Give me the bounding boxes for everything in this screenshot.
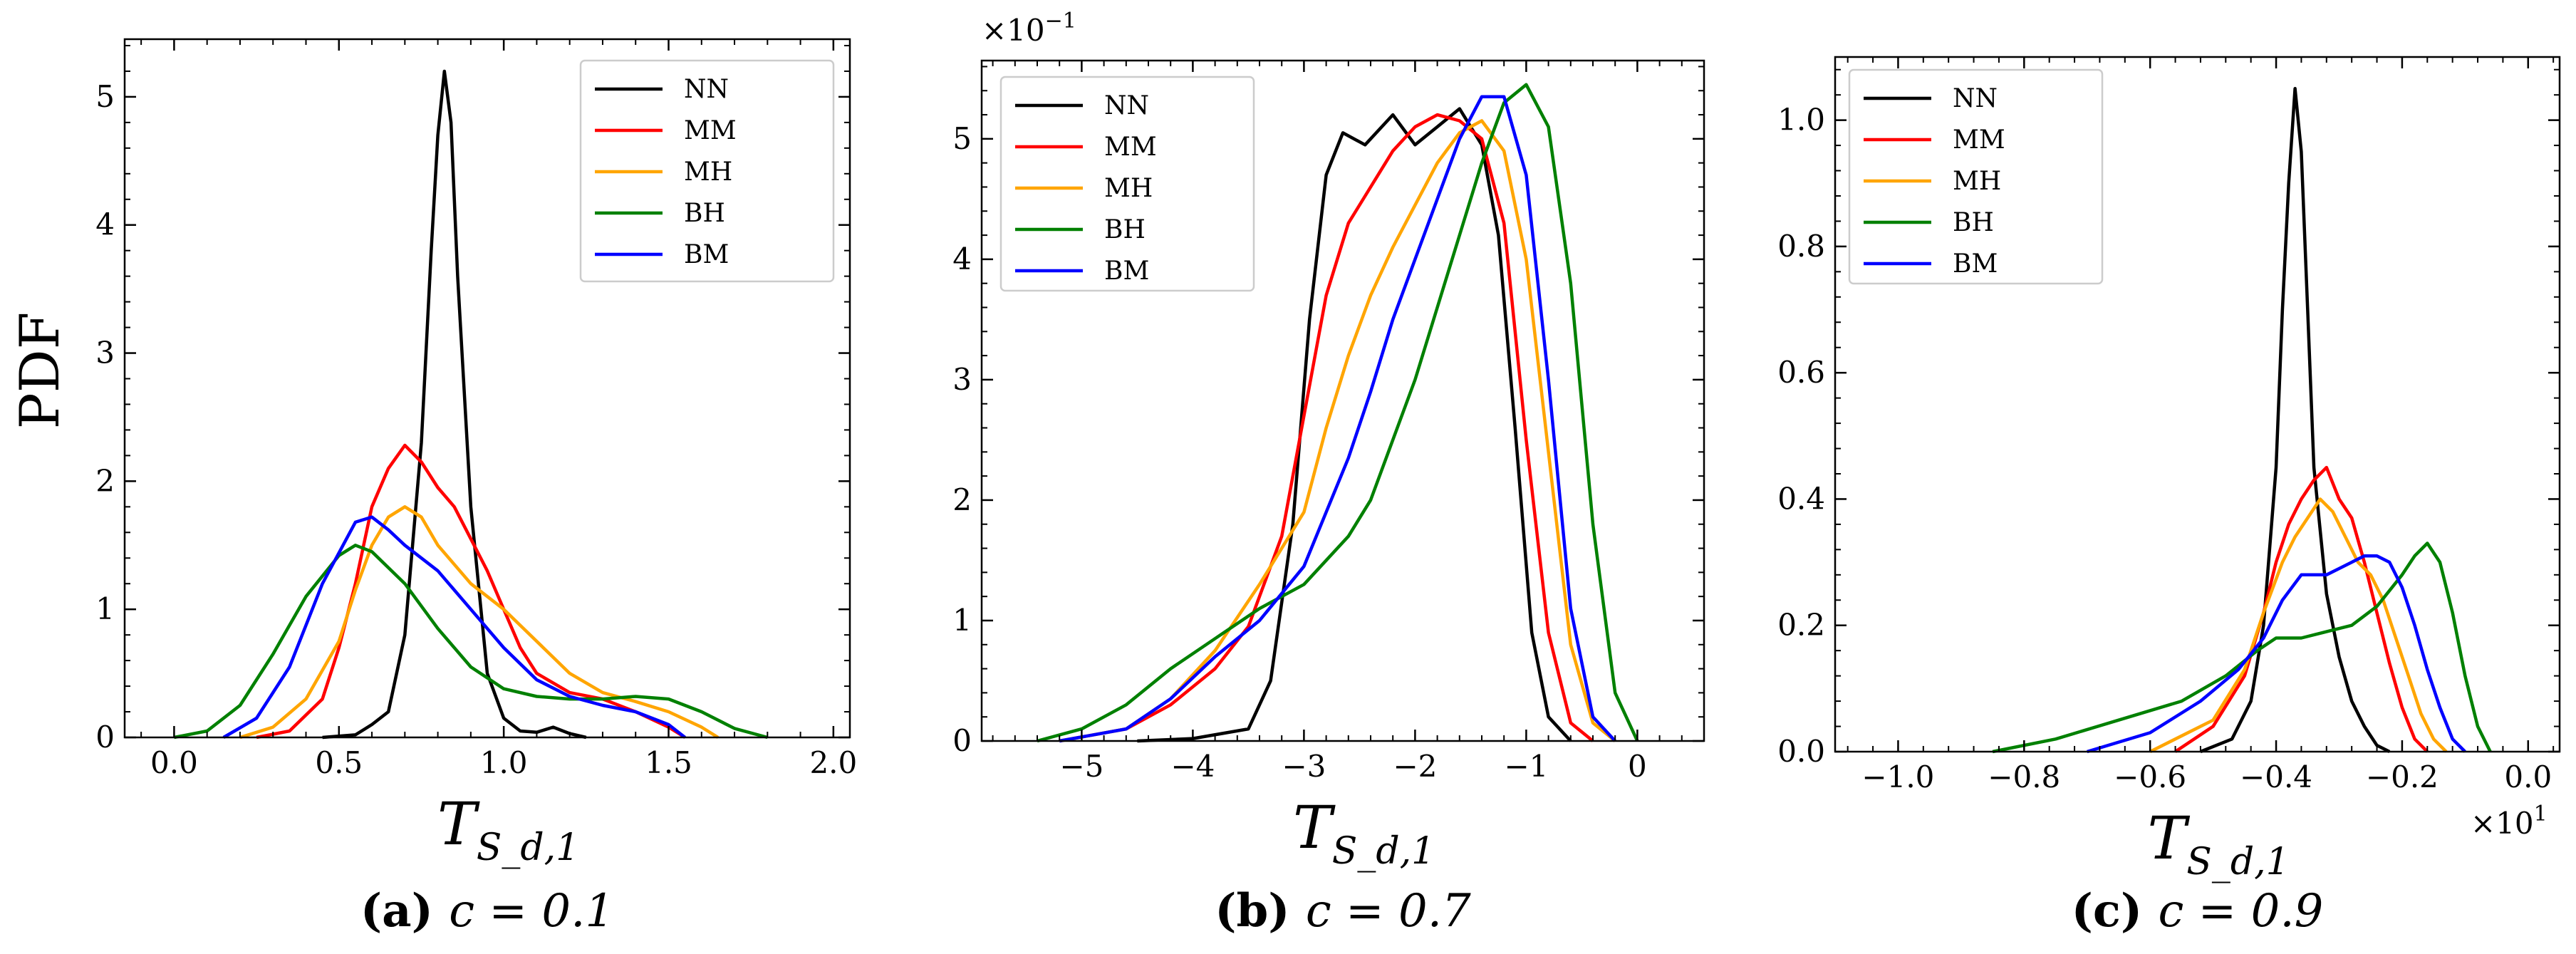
y-tick-label: 0 (95, 720, 115, 755)
legend-label-bh: BH (684, 199, 725, 228)
x-tick-label: 1.5 (645, 745, 692, 780)
series-line-bm (1059, 95, 1616, 743)
plot-frame (980, 59, 1705, 742)
series-line-nn (1137, 107, 1572, 743)
panel-caption: (b) c = 0.7 (1215, 884, 1471, 938)
series-line-nn (2200, 87, 2391, 754)
axis-multiplier-exp: −1 (1045, 9, 1076, 33)
axis-multiplier-exp: 1 (2534, 802, 2548, 826)
panel-caption-letter: (b) (1215, 884, 1306, 938)
plot-frame (1834, 56, 2561, 753)
x-axis-title: TS_d,1 (437, 791, 579, 869)
legend-label-nn: NN (1104, 91, 1149, 120)
y-tick-label: 4 (952, 242, 972, 276)
x-tick-label: −0.4 (2240, 759, 2312, 794)
legend-label-bm: BM (684, 240, 729, 269)
series-line-bh (1037, 83, 1639, 743)
x-tick-label: 0.0 (2504, 759, 2552, 794)
y-tick-label: 0.4 (1777, 481, 1825, 516)
x-tick-label: −0.8 (1988, 759, 2060, 794)
y-tick-label: 0.0 (1777, 734, 1825, 769)
x-axis-title-subscript: S_d,1 (477, 826, 580, 869)
legend-label-bh: BH (1104, 215, 1146, 244)
panel-caption-letter: (a) (360, 884, 449, 938)
panel-a: 0.0 0.5 1.0 1.5 2.0 0 1 2 3 4 5 TS_d,1 (a) c = 0.1 NN… (95, 38, 857, 938)
legend-label-mh: MH (1104, 174, 1153, 203)
x-tick-label: 2.0 (809, 745, 857, 780)
x-tick-label: −0.6 (2114, 759, 2186, 794)
y-tick-label: 2 (95, 463, 115, 498)
x-axis-title-subscript: S_d,1 (2186, 841, 2290, 883)
y-tick-label: 3 (95, 336, 115, 370)
series-line-mh (2149, 497, 2448, 754)
x-tick-label: −5 (1059, 749, 1103, 784)
x-tick-label: 0.5 (315, 745, 363, 780)
y-tick-label: 3 (952, 362, 972, 397)
legend-label-mm: MM (1953, 125, 2005, 155)
legend-label-nn: NN (1953, 84, 1998, 113)
x-axis-title-subscript: S_d,1 (1332, 830, 1435, 873)
x-tick-label: 0 (1628, 749, 1647, 784)
series-line-mm (2174, 465, 2429, 753)
series-line-bm (2087, 554, 2466, 754)
x-axis-title: TS_d,1 (2148, 805, 2290, 883)
series-line-bh (173, 544, 768, 740)
y-tick-label: 2 (952, 482, 972, 517)
panel-caption: (a) c = 0.1 (360, 884, 614, 938)
series-line-mh (239, 505, 720, 740)
legend-frame (999, 76, 1255, 292)
y-tick-label: 1.0 (1777, 103, 1825, 138)
x-tick-label: 1.0 (480, 745, 528, 780)
y-tick-label: 1 (952, 603, 972, 638)
legend-label-bm: BM (1104, 256, 1149, 286)
legend-label-mh: MH (1953, 167, 2001, 196)
series-line-mh (1059, 119, 1616, 743)
y-tick-label: 1 (95, 591, 115, 626)
y-tick-label: 0.2 (1777, 608, 1825, 643)
legend: NN MM MH BH BM (1848, 68, 2104, 285)
panel-caption-text: c = 0.7 (1306, 885, 1471, 938)
legend-label-mm: MM (1104, 133, 1157, 162)
axis-multiplier: ×10−1 (982, 9, 1076, 48)
axis-multiplier: ×101 (2471, 802, 2548, 841)
panel-b: −5 −4 −3 −2 −1 0 0 1 2 3 4 5 ×10−1 TS_d,1 (b) c = 0.7 N… (952, 9, 1705, 938)
panel-caption-text: c = 0.1 (449, 885, 614, 938)
x-tick-label: −1.0 (1861, 759, 1934, 794)
y-tick-label: 0.8 (1777, 229, 1825, 264)
y-tick-label: 5 (95, 79, 115, 114)
legend-label-bm: BM (1953, 249, 1998, 279)
panel-caption: (c) c = 0.9 (2072, 884, 2324, 938)
x-tick-label: −2 (1393, 749, 1437, 784)
y-axis-title: PDF (8, 312, 71, 430)
panel-caption-letter: (c) (2072, 884, 2159, 938)
x-tick-label: 0.0 (150, 745, 198, 780)
legend-frame (1848, 68, 2104, 285)
x-tick-label: −1 (1504, 749, 1548, 784)
series-line-nn (322, 69, 587, 740)
legend-frame (579, 59, 835, 283)
y-tick-label: 5 (952, 121, 972, 156)
legend-label-mm: MM (684, 116, 737, 145)
panel-c: −1.0 −0.8 −0.6 −0.4 −0.2 0.0 0.0 0.2 0.4 0.6 0.8 1.… (1777, 56, 2561, 938)
y-tick-label: 4 (95, 207, 115, 242)
x-axis-title: TS_d,1 (1293, 794, 1435, 873)
y-tick-label: 0.6 (1777, 355, 1825, 390)
x-tick-label: −0.2 (2366, 759, 2439, 794)
series-line-bh (1992, 541, 2492, 754)
panel-caption-text: c = 0.9 (2158, 885, 2323, 938)
legend-label-mh: MH (684, 157, 732, 187)
x-tick-label: −4 (1170, 749, 1215, 784)
legend-label-nn: NN (684, 75, 729, 104)
legend-label-bh: BH (1953, 208, 1994, 237)
plot-frame (123, 38, 851, 739)
y-tick-label: 0 (952, 723, 972, 758)
series-line-bm (222, 515, 686, 739)
legend: NN MM MH BH BM (999, 76, 1255, 292)
x-tick-label: −3 (1282, 749, 1326, 784)
legend: NN MM MH BH BM (579, 59, 835, 283)
series-line-mm (1059, 113, 1594, 743)
